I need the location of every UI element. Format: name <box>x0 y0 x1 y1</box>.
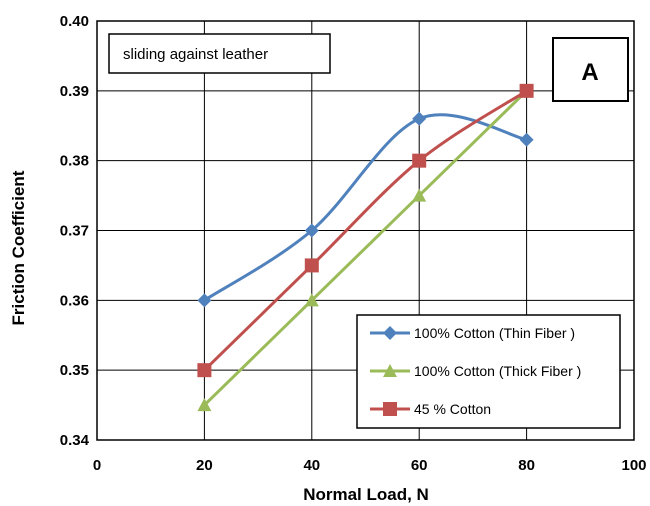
legend-item: 45 % Cotton <box>370 401 491 417</box>
data-point <box>412 153 427 168</box>
x-tick-label: 60 <box>411 457 428 474</box>
series-line <box>203 113 527 302</box>
x-tick-label: 40 <box>303 457 320 474</box>
legend: 100% Cotton (Thin Fiber ) 100% Cotton (Th… <box>356 314 621 429</box>
series-line <box>203 89 528 407</box>
plot-area <box>96 20 635 441</box>
data-point <box>304 223 319 238</box>
x-tick-label: 20 <box>196 457 213 474</box>
annotation-box: sliding against leather <box>108 33 331 74</box>
series-line <box>203 89 528 372</box>
series-layer <box>197 83 534 412</box>
data-point <box>304 258 319 273</box>
legend-marker <box>383 326 397 340</box>
legend-item: 100% Cotton (Thin Fiber ) <box>370 325 575 341</box>
legend-label: 100% Cotton (Thin Fiber ) <box>414 325 575 341</box>
legend-label: 45 % Cotton <box>414 401 491 417</box>
y-tick-label: 0.40 <box>60 13 89 30</box>
y-tick-label: 0.37 <box>60 223 89 240</box>
x-tick-label: 100 <box>621 457 646 474</box>
x-axis-ticks: 0 20 40 60 80 100 <box>93 457 647 474</box>
data-point <box>197 398 212 412</box>
x-tick-label: 0 <box>93 457 101 474</box>
data-point <box>197 363 212 378</box>
series-3 <box>197 83 534 378</box>
series-1 <box>197 111 534 308</box>
legend-item: 100% Cotton (Thick Fiber ) <box>370 363 581 379</box>
y-tick-label: 0.38 <box>60 153 89 170</box>
legend-marker <box>383 402 397 416</box>
data-point <box>412 111 427 126</box>
y-tick-label: 0.34 <box>60 432 90 449</box>
panel-label-box: A <box>552 37 629 102</box>
y-axis-title: Friction Coefficient <box>9 170 28 325</box>
y-tick-label: 0.35 <box>60 362 89 379</box>
y-tick-label: 0.39 <box>60 83 89 100</box>
panel-label: A <box>581 59 598 86</box>
data-point <box>304 293 319 307</box>
x-axis-title: Normal Load, N <box>303 485 429 504</box>
data-point <box>519 83 534 98</box>
y-tick-label: 0.36 <box>60 292 89 309</box>
data-point <box>519 132 534 147</box>
data-point <box>412 188 427 202</box>
grid-lines <box>97 21 634 440</box>
x-tick-label: 80 <box>518 457 535 474</box>
legend-marker <box>383 364 397 377</box>
legend-label: 100% Cotton (Thick Fiber ) <box>414 363 581 379</box>
y-axis-ticks: 0.34 0.35 0.36 0.37 0.38 0.39 0.40 <box>60 13 90 449</box>
data-point <box>197 293 212 308</box>
annotation-text: sliding against leather <box>123 46 268 63</box>
